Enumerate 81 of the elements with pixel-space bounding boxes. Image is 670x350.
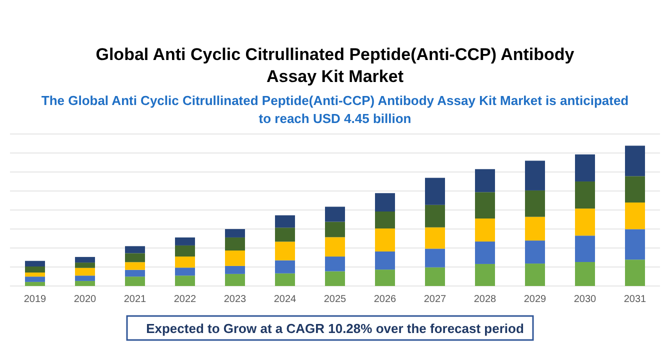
x-tick-label: 2023: [224, 294, 247, 305]
x-tick-label: 2021: [124, 294, 147, 305]
bar: [275, 273, 295, 286]
bar: [175, 276, 195, 286]
x-tick-label: 2020: [74, 294, 97, 305]
bar: [475, 242, 495, 264]
bar: [475, 192, 495, 219]
bar: [525, 190, 545, 217]
bar: [225, 274, 245, 286]
chart-subtitle: The Global Anti Cyclic Citrullinated Peptide(Anti-CCP) Antibody Assay Kit Market is anticipated to reach USD 4.45 billion: [41, 93, 629, 126]
bar: [325, 222, 345, 238]
x-tick-label: 2030: [574, 294, 597, 305]
bar: [175, 256, 195, 268]
bar: [625, 229, 645, 260]
bar: [425, 248, 445, 268]
chart-title: Global Anti Cyclic Citrullinated Peptide(Anti-CCP) Antibody Assay Kit Market: [96, 45, 575, 86]
bar: [325, 256, 345, 272]
x-tick-label: 2029: [524, 294, 547, 305]
bar: [225, 229, 245, 238]
bar: [525, 160, 545, 190]
bar: [175, 237, 195, 246]
bar: [425, 204, 445, 228]
bar: [575, 181, 595, 209]
bar: [525, 240, 545, 264]
bar: [175, 268, 195, 276]
x-tick-label: 2022: [174, 294, 197, 305]
bar: [75, 276, 95, 281]
bar: [75, 280, 95, 286]
bar: [575, 154, 595, 182]
bar: [125, 262, 145, 270]
bar: [575, 208, 595, 236]
x-tick-label: 2027: [424, 294, 447, 305]
bar: [225, 237, 245, 251]
x-tick-label: 2025: [324, 294, 347, 305]
bar: [575, 236, 595, 262]
bar: [375, 228, 395, 252]
bar: [425, 267, 445, 286]
bar: [25, 272, 45, 277]
bar: [75, 268, 95, 276]
x-tick-label: 2028: [474, 294, 497, 305]
text: Expected to Grow at a CAGR 10.28% over the forecast period: [146, 321, 524, 336]
bar: [225, 266, 245, 274]
x-tick-label: 2031: [624, 294, 647, 305]
bar: [625, 146, 645, 176]
bar: [625, 260, 645, 286]
bar: [25, 266, 45, 273]
x-tick-label: 2026: [374, 294, 397, 305]
bar: [125, 253, 145, 262]
bar: [25, 276, 45, 282]
bar: [125, 246, 145, 254]
bar: [475, 264, 495, 286]
x-tick-label: 2024: [274, 294, 297, 305]
bar: [275, 228, 295, 242]
bar: [375, 212, 395, 228]
bar: [275, 242, 295, 260]
bar: [425, 227, 445, 249]
bar: [425, 178, 445, 205]
bar: [525, 216, 545, 241]
bar: [125, 276, 145, 286]
bar: [525, 264, 545, 286]
bar: [75, 256, 95, 263]
bar: [325, 237, 345, 257]
bar: [325, 206, 345, 222]
bar: [125, 270, 145, 277]
bar: [25, 282, 45, 286]
bar: [475, 218, 495, 242]
bar: [325, 271, 345, 286]
bar: [25, 260, 45, 266]
bar: [275, 215, 295, 228]
bar: [375, 193, 395, 212]
x-tick-label: 2019: [24, 294, 47, 305]
bar: [575, 262, 595, 286]
bar: [625, 202, 645, 230]
bar: [75, 262, 95, 268]
bar: [175, 245, 195, 257]
bar: [625, 176, 645, 203]
bar: [225, 250, 245, 266]
bar: [275, 260, 295, 274]
bar: [375, 270, 395, 286]
bar: [375, 251, 395, 270]
bar: [475, 169, 495, 192]
